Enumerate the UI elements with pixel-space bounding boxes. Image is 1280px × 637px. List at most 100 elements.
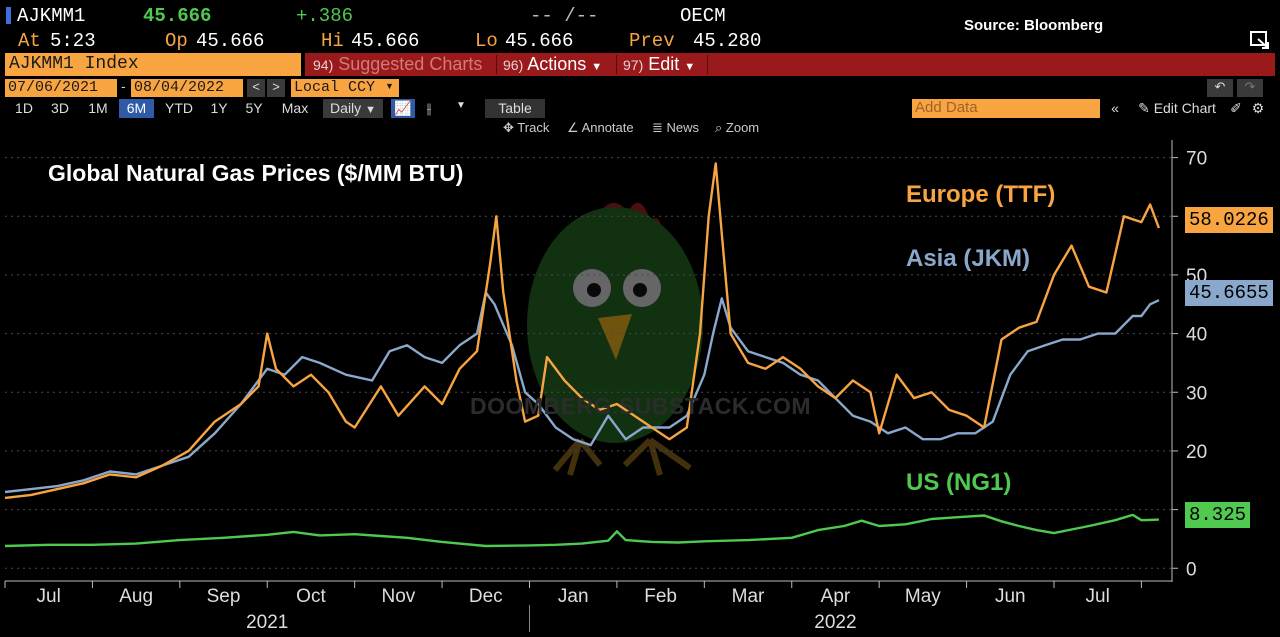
mascot-logo: [527, 202, 703, 476]
timeframe-3d[interactable]: 3D: [51, 100, 69, 116]
low-label: Lo: [475, 30, 498, 52]
chevron-down-icon[interactable]: ▼: [456, 100, 466, 111]
end-date-value: 08/04/2022: [134, 79, 225, 96]
menu-label: Suggested Charts: [338, 54, 483, 74]
track-label: Track: [517, 120, 550, 135]
year-label: 2021: [246, 612, 288, 633]
series-line-us: [4, 513, 1159, 548]
x-axis: Jul Aug Sep Oct Nov Dec Jan Feb Mar Apr May Jun Jul 2…: [4, 580, 1172, 633]
x-tick-label: Jul: [1086, 586, 1110, 607]
track-tool[interactable]: ✥ Track: [503, 120, 549, 136]
at-value: 5:23: [50, 30, 96, 52]
menu-suggested-charts[interactable]: 94) Suggested Charts: [313, 54, 482, 75]
edit-icon[interactable]: ✐: [1230, 100, 1242, 116]
low-value: 45.666: [505, 30, 574, 52]
price-change: +.386: [296, 5, 354, 27]
timeframe-1m[interactable]: 1M: [88, 100, 108, 116]
prev-period-button[interactable]: <: [247, 79, 265, 97]
annotate-icon: ∠: [567, 120, 579, 135]
series-line-europe: [4, 162, 1161, 500]
line-chart-icon[interactable]: 📈: [391, 99, 415, 118]
expand-icon[interactable]: [1250, 31, 1270, 49]
collapse-icon[interactable]: «: [1111, 100, 1119, 116]
timeframe-1y[interactable]: 1Y: [210, 100, 228, 116]
date-separator: -: [121, 78, 126, 94]
bar-chart-icon[interactable]: ⫲: [426, 100, 432, 116]
zoom-label: Zoom: [725, 120, 760, 135]
menu-number: 94): [313, 57, 334, 73]
frequency-select[interactable]: Daily ▼: [323, 99, 383, 118]
watermark-text: DOOMBERG.SUBSTACK.COM: [470, 393, 812, 419]
x-tick-label: May: [905, 586, 941, 607]
x-tick-label: Sep: [207, 586, 241, 607]
redo-icon[interactable]: ↷: [1237, 79, 1263, 97]
currency-select[interactable]: Local CCY: [291, 79, 399, 97]
annotate-label: Annotate: [581, 120, 634, 135]
x-tick-label: Nov: [381, 586, 415, 607]
zoom-tool[interactable]: ⌕ Zoom: [715, 120, 759, 136]
open-label: Op: [165, 30, 188, 52]
y-grid: [5, 157, 1172, 569]
pencil-icon: ✎: [1138, 100, 1150, 116]
annotate-tool[interactable]: ∠ Annotate: [567, 120, 634, 136]
dropdown-arrow-icon: ▼: [591, 61, 603, 73]
crosshair-icon: ✥: [503, 120, 514, 135]
timeframe-ytd[interactable]: YTD: [165, 100, 193, 116]
y-tick-label: 70: [1186, 149, 1207, 170]
security-marker: [6, 7, 11, 24]
last-value-europe: 58.0226: [1185, 207, 1273, 233]
ticker-label: AJKMM1: [17, 5, 86, 27]
x-tick-label: Mar: [732, 586, 765, 607]
last-price: 45.666: [143, 5, 212, 27]
news-icon: ≣: [652, 120, 663, 135]
x-tick-label: Apr: [821, 586, 851, 607]
quote-header: AJKMM1 45.666 +.386 -- /-- OECM: [0, 0, 1280, 30]
next-period-button[interactable]: >: [267, 79, 285, 97]
security-input[interactable]: AJKMM1 Index: [5, 53, 301, 76]
dropdown-arrow-icon: ▼: [684, 61, 696, 73]
x-tick-label: Dec: [469, 586, 503, 607]
menu-bar: 94) Suggested Charts 96) Actions ▼ 97) E…: [305, 53, 1275, 76]
magnifier-icon: ⌕: [715, 120, 723, 135]
menu-label: Edit: [648, 54, 680, 74]
news-label: News: [666, 120, 700, 135]
start-date-value: 07/06/2021: [8, 79, 99, 96]
x-tick-label: Jul: [37, 586, 61, 607]
timeframe-6m[interactable]: 6M: [119, 99, 154, 118]
chart-title: Global Natural Gas Prices ($/MM BTU): [48, 160, 464, 186]
high-value: 45.666: [351, 30, 420, 52]
timeframe-1d[interactable]: 1D: [15, 100, 33, 116]
menu-label: Actions: [527, 54, 587, 74]
undo-icon[interactable]: ↶: [1207, 79, 1233, 97]
x-tick-label: Feb: [644, 586, 677, 607]
x-tick-label: Aug: [119, 586, 153, 607]
end-date-input[interactable]: 08/04/2022: [131, 79, 243, 97]
timeframe-5y[interactable]: 5Y: [245, 100, 263, 116]
year-label: 2022: [814, 612, 856, 633]
price-chart[interactable]: Jul Aug Sep Oct Nov Dec Jan Feb Mar Apr May Jun Jul 2…: [0, 140, 1280, 637]
date-range-bar: 07/06/2021 - 08/04/2022 < > Local CCY ▼ …: [5, 78, 1275, 99]
add-data-input[interactable]: Add Data: [912, 99, 1100, 118]
timeframe-max[interactable]: Max: [281, 100, 309, 116]
menu-actions[interactable]: 96) Actions ▼: [503, 54, 602, 75]
start-date-input[interactable]: 07/06/2021: [5, 79, 117, 97]
currency-value: Local CCY: [294, 79, 376, 96]
news-tool[interactable]: ≣ News: [652, 120, 699, 136]
pricing-source: OECM: [680, 5, 726, 27]
at-label: At: [18, 30, 41, 52]
series-label-asia: Asia (JKM): [906, 245, 1031, 272]
open-value: 45.666: [196, 30, 265, 52]
chevron-down-icon: ▼: [365, 104, 376, 116]
chevron-down-icon: ▼: [385, 81, 394, 91]
x-tick-label: Jun: [995, 586, 1026, 607]
edit-chart-button[interactable]: ✎ Edit Chart: [1131, 99, 1223, 118]
y-tick-label: 20: [1186, 442, 1207, 463]
y-tick-label: 40: [1186, 325, 1207, 346]
x-tick-label: Jan: [558, 586, 589, 607]
gear-icon[interactable]: ⚙: [1251, 100, 1265, 116]
last-value-us: 8.325: [1185, 502, 1251, 528]
y-tick-label: 0: [1186, 559, 1197, 580]
series-lines: [4, 162, 1161, 548]
menu-edit[interactable]: 97) Edit ▼: [623, 54, 695, 75]
table-button[interactable]: Table: [485, 99, 545, 118]
